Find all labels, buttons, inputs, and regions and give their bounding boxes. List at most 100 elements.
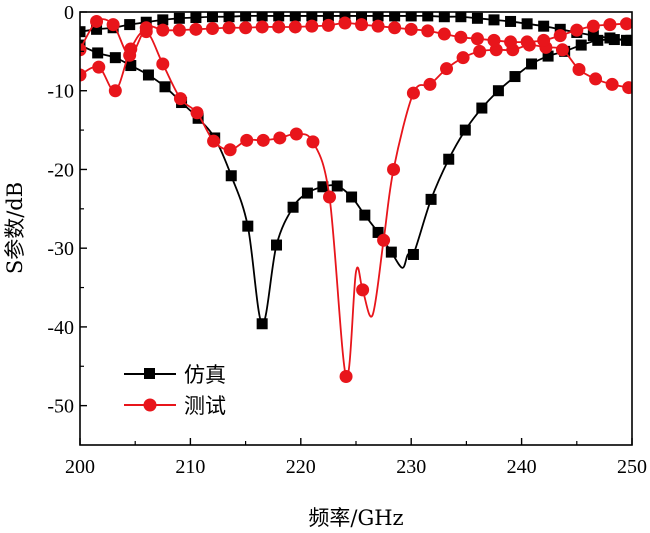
data-point-test-s11: [207, 134, 221, 148]
data-point-sim-s21: [372, 12, 384, 22]
data-point-test-s21: [371, 19, 385, 33]
data-point-sim-s21: [422, 12, 434, 22]
data-point-sim-s21: [256, 12, 268, 22]
data-point-test-s11: [108, 84, 122, 98]
data-point-sim-s21: [173, 12, 185, 24]
data-point-sim-s11: [287, 201, 299, 213]
y-tick-label: -40: [47, 317, 74, 339]
data-point-sim-s11: [492, 85, 504, 97]
data-point-sim-s11: [256, 318, 268, 330]
data-point-test-s11: [377, 233, 391, 247]
data-point-sim-s11: [425, 193, 437, 205]
data-point-test-s21: [520, 35, 534, 49]
data-point-test-s11: [289, 127, 303, 141]
legend-item-test: 测试: [124, 394, 226, 418]
series-layer: [80, 12, 632, 384]
data-point-sim-s11: [359, 209, 371, 221]
data-point-sim-s21: [538, 20, 550, 32]
data-point-test-s11: [323, 190, 337, 204]
data-point-sim-s11: [159, 81, 171, 93]
data-point-test-s21: [338, 16, 352, 30]
legend-sim-marker: [144, 368, 155, 379]
x-tick-label: 250: [617, 456, 647, 478]
data-point-sim-s21: [587, 30, 599, 42]
data-point-test-s11: [555, 43, 569, 57]
data-point-sim-s11: [372, 226, 384, 238]
data-point-test-s21: [139, 21, 153, 35]
data-point-test-s11: [273, 131, 287, 145]
data-point-test-s21: [437, 27, 451, 41]
data-point-test-s11: [605, 77, 619, 91]
data-point-sim-s11: [301, 187, 313, 199]
y-tick-label: -50: [47, 396, 74, 418]
x-tick-label: 220: [286, 456, 316, 478]
data-point-test-s21: [156, 23, 170, 37]
data-point-test-s11: [240, 133, 254, 147]
data-point-sim-s21: [438, 12, 450, 23]
data-point-test-s21: [586, 19, 600, 33]
data-point-test-s21: [619, 17, 632, 31]
data-point-sim-s21: [471, 12, 483, 24]
data-point-test-s21: [355, 18, 369, 32]
data-point-sim-s21: [521, 18, 533, 30]
data-point-test-s21: [80, 43, 87, 57]
data-point-sim-s11: [476, 102, 488, 114]
data-point-test-s21: [288, 20, 302, 34]
data-point-sim-s11: [509, 71, 521, 83]
data-point-sim-s11: [317, 181, 329, 193]
data-point-test-s21: [123, 48, 137, 62]
data-point-sim-s21: [289, 12, 301, 22]
data-point-test-s21: [404, 22, 418, 36]
data-point-sim-s11: [459, 124, 471, 136]
data-point-sim-s11: [575, 39, 587, 51]
data-point-sim-s21: [604, 32, 616, 44]
legend-test-label: 测试: [184, 394, 226, 418]
data-point-sim-s21: [240, 12, 252, 22]
tick-layer: 200 210 220 230 240 250 0 -10 -20 -30 -40 -50: [47, 2, 647, 478]
data-point-sim-s21: [389, 12, 401, 22]
data-point-test-s11: [223, 143, 237, 157]
data-point-sim-s11: [385, 246, 397, 258]
x-tick-label: 200: [65, 456, 95, 478]
data-point-test-s11: [256, 133, 270, 147]
data-point-sim-s21: [91, 23, 103, 35]
data-point-test-s11: [80, 68, 87, 82]
data-point-sim-s11: [346, 191, 358, 203]
data-point-sim-s21: [80, 26, 86, 38]
series-sim-s21: [80, 12, 632, 46]
data-point-test-s11: [589, 72, 603, 86]
data-point-test-s21: [255, 20, 269, 34]
data-point-test-s21: [90, 14, 104, 28]
data-point-test-s11: [356, 283, 370, 297]
plot-frame: [79, 11, 633, 446]
data-point-sim-s21: [488, 14, 500, 26]
data-point-test-s21: [537, 33, 551, 47]
legend-sim-label: 仿真: [184, 363, 226, 387]
data-point-test-s21: [106, 18, 120, 32]
data-point-test-s11: [306, 135, 320, 149]
data-point-test-s21: [172, 23, 186, 37]
data-point-sim-s21: [322, 12, 334, 22]
legend: 仿真 测试: [124, 363, 226, 418]
data-point-test-s11: [473, 44, 487, 58]
data-point-sim-s21: [505, 15, 517, 27]
x-axis-title: 频率/GHz: [308, 506, 403, 530]
data-point-test-s11: [339, 370, 353, 384]
data-point-test-s21: [189, 22, 203, 36]
series-line-sim-s21: [80, 14, 627, 42]
data-point-test-s21: [205, 22, 219, 36]
y-tick-label: -20: [47, 159, 74, 181]
data-point-test-s11: [406, 86, 420, 100]
data-point-sim-s11: [125, 60, 137, 72]
data-point-sim-s11: [109, 52, 121, 64]
data-point-sim-s11: [331, 180, 343, 192]
x-tick-label: 210: [175, 456, 205, 478]
data-point-sim-s21: [206, 12, 218, 23]
y-tick-label: -30: [47, 238, 74, 260]
data-point-sim-s11: [443, 153, 455, 165]
data-point-sim-s11: [142, 69, 154, 81]
data-point-sim-s21: [405, 12, 417, 22]
data-point-sim-s21: [157, 14, 169, 26]
series-test-s21: [80, 14, 632, 62]
